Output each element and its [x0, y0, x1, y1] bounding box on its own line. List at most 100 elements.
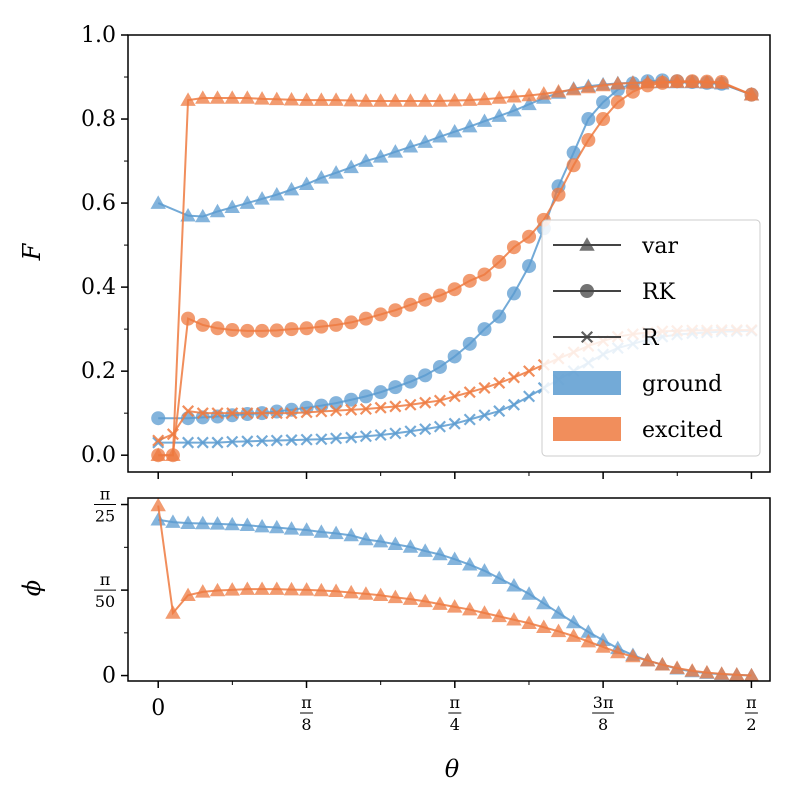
top-ground-r-point [463, 413, 476, 426]
top-ground-rk-point [477, 322, 492, 337]
top-ground-rk-point [344, 392, 359, 407]
top-ground-r-point [345, 431, 358, 444]
top-excited-var-point [432, 93, 448, 107]
top-excited-r-point [196, 407, 209, 420]
top-ground-r-point [315, 433, 328, 446]
top-excited-r-point [493, 376, 506, 389]
top-excited-rk-point [447, 282, 462, 297]
bottom-x-tick-label-denominator: 4 [450, 715, 460, 734]
bottom-excited-var-point [491, 608, 507, 623]
top-excited-rk-point [225, 322, 240, 337]
bottom-excited-var-point [195, 584, 211, 598]
top-excited-rk-point [506, 240, 521, 255]
legend-label: ground [642, 372, 722, 397]
top-excited-rk-point [655, 75, 670, 90]
bottom-excited-var-point [506, 612, 522, 626]
top-excited-r-point [330, 404, 343, 417]
top-ground-rk-point [432, 359, 447, 374]
bottom-ground-var-point [165, 514, 181, 528]
bottom-excited-var-point [239, 581, 256, 595]
bottom-ground-var-point [283, 521, 300, 535]
top-ground-var-point [506, 102, 522, 117]
bottom-y-tick-label-numerator: π [100, 485, 111, 504]
top-excited-r-point [285, 407, 298, 420]
top-excited-r-point [507, 371, 520, 384]
bottom-excited-var-point [595, 639, 611, 653]
top-excited-rk-point [670, 74, 685, 89]
top-ground-var-point [150, 195, 166, 209]
bottom-excited-var-point [521, 615, 537, 629]
bottom-ground-var-point [209, 516, 226, 530]
top-excited-r-point [404, 398, 417, 411]
bottom-y-tick-label-denominator: 50 [95, 592, 115, 611]
legend-box [541, 219, 761, 457]
top-ground-rk-point [447, 349, 462, 364]
bottom-ground-var-point [580, 624, 597, 638]
top-excited-r-point [211, 407, 224, 420]
top-excited-rk-point [581, 133, 596, 148]
bottom-excited-var-point [402, 591, 419, 605]
bottom-excited-var-point [417, 593, 433, 608]
bottom-ground-var-point [565, 614, 582, 629]
top-excited-rk-point [685, 74, 700, 89]
top-y-tick-label: 0.0 [81, 443, 116, 468]
top-excited-var-point [180, 92, 196, 106]
top-ground-r-point [374, 428, 387, 442]
top-excited-rk-point [255, 323, 270, 338]
bottom-ground-var-point [536, 595, 552, 610]
bottom-ground-var-point [595, 632, 611, 646]
top-excited-r-point [270, 407, 283, 420]
top-excited-var-point [506, 89, 522, 103]
top-ground-r-point [478, 409, 491, 422]
top-excited-var-point [521, 87, 537, 102]
bottom-ground-var-point [150, 512, 166, 526]
top-excited-rk-point [477, 267, 492, 282]
top-excited-var-point [195, 90, 211, 104]
bottom-ground-var-point [506, 578, 522, 592]
bottom-ground-var-point [180, 515, 196, 529]
bottom-excited-var-point [372, 587, 389, 602]
bottom-excited-var-point [180, 587, 196, 602]
legend-swatch [553, 371, 621, 395]
bottom-x-tick-label: 0 [151, 696, 165, 721]
top-excited-r-point [226, 407, 239, 420]
top-excited-rk-point [625, 84, 640, 99]
top-excited-rk-point [462, 273, 477, 288]
bottom-excited-var-point [313, 582, 330, 597]
bottom-x-tick-label: π2 [744, 693, 758, 734]
top-excited-var-point [610, 76, 626, 90]
top-ground-var-point [195, 208, 211, 223]
top-ground-var-point [446, 123, 463, 138]
top-ground-var-point [254, 191, 270, 205]
top-ground-r-point [419, 423, 432, 436]
bottom-excited-var-point [639, 652, 656, 667]
top-ground-r-point [270, 434, 283, 447]
top-ground-var-point [328, 165, 344, 179]
bottom-ground-var-point [417, 543, 433, 557]
bottom-excited-var-point [432, 596, 448, 610]
top-excited-r-point [463, 386, 476, 399]
top-excited-rk-point [181, 311, 196, 326]
top-excited-rk-point [165, 448, 180, 463]
bottom-excited-var-point [729, 667, 745, 681]
top-excited-rk-point [699, 74, 714, 89]
bottom-ground-var-point [195, 515, 211, 530]
top-ground-rk-point [358, 389, 373, 404]
top-ground-r-point [433, 420, 446, 433]
top-excited-var-point [298, 92, 315, 106]
top-excited-var-point [476, 91, 493, 106]
top-excited-r-point [345, 403, 358, 416]
top-excited-rk-point [640, 78, 655, 93]
top-excited-var-point [269, 91, 285, 106]
bottom-ground-var-point [521, 586, 537, 600]
top-plot-frame [127, 34, 771, 473]
top-excited-r-point [152, 434, 165, 447]
legend-label: RK [642, 280, 676, 305]
bottom-ground-var-point [491, 570, 507, 585]
bottom-ground-var-point [432, 546, 448, 561]
top-ground-var-point [180, 207, 196, 222]
bottom-y-axis-label: ϕ [18, 580, 46, 596]
top-excited-var-point [239, 90, 256, 104]
